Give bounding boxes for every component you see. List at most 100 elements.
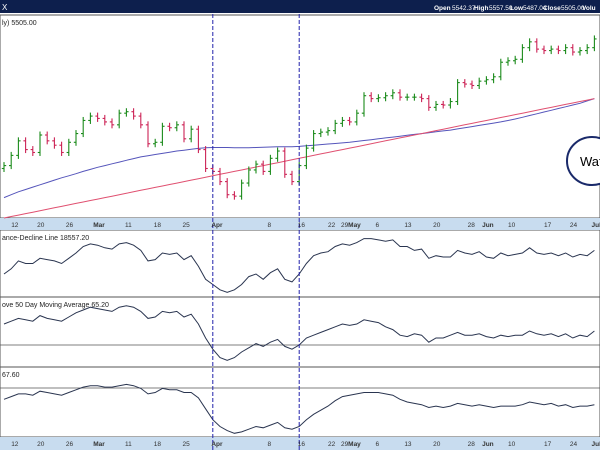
- ohlc-bar: [527, 38, 532, 52]
- ohlc-bar: [491, 73, 496, 84]
- ohlc-bar: [16, 137, 21, 159]
- ohlc-bar: [369, 92, 374, 103]
- date-tick-label-bottom: 20: [37, 441, 45, 448]
- ohlc-bar: [66, 138, 71, 156]
- ohlc-bar: [239, 179, 244, 200]
- ohlc-bar: [203, 146, 208, 172]
- ohlc-bar: [253, 160, 259, 174]
- close-value: 5505.00: [561, 5, 585, 12]
- price-panel-title: ly) 5505.00: [2, 20, 37, 27]
- header-ohlc: Open 5542.37 High 5557.50 Low 5487.04 Cl…: [434, 5, 596, 12]
- date-tick-label-bottom: Apr: [211, 441, 223, 448]
- rsi-line: [3, 383, 595, 434]
- ohlc-bar: [556, 45, 561, 55]
- date-tick-label-bottom: 16: [298, 441, 306, 448]
- ohlc-bar: [138, 112, 143, 129]
- ohlc-bar: [282, 147, 287, 178]
- ohlc-bar: [30, 146, 35, 156]
- ohlc-bar: [477, 77, 482, 90]
- date-tick-label-bottom: May: [348, 441, 361, 448]
- rsi-panel-frame: [0, 366, 600, 438]
- ohlc-bar: [520, 44, 525, 63]
- date-tick-label-top: 24: [570, 222, 578, 229]
- date-tick-label-bottom: 11: [125, 441, 132, 448]
- date-tick-label-bottom: 8: [268, 441, 272, 448]
- ohlc-bar: [289, 170, 295, 186]
- date-tick-label-bottom: 24: [570, 441, 578, 448]
- ohlc-bar: [563, 44, 568, 55]
- ohlc-bar: [45, 131, 50, 145]
- date-tick-label-top: 29: [341, 222, 349, 229]
- ohlc-bar: [549, 45, 554, 55]
- date-tick-label-bottom: Jul: [592, 441, 600, 448]
- ohlc-bar: [37, 131, 43, 156]
- ohlc-bar: [318, 128, 323, 138]
- ohlc-bar: [361, 92, 367, 117]
- ohlc-bar: [261, 160, 266, 175]
- open-label: Open: [434, 5, 451, 12]
- date-tick-label-top: 11: [125, 222, 132, 229]
- ohlc-bar: [52, 137, 57, 149]
- ohlc-bar: [397, 89, 403, 101]
- ohlc-bar: [95, 112, 100, 122]
- ohlc-bar: [153, 138, 158, 148]
- date-tick-label-bottom: Jun: [482, 441, 494, 448]
- ohlc-bar: [9, 151, 14, 170]
- ohlc-bar: [340, 116, 345, 127]
- ohlc-bar: [102, 114, 107, 126]
- ohlc-bar: [124, 108, 129, 117]
- low-value: 5487.04: [523, 5, 547, 12]
- ohlc-bar: [81, 116, 86, 138]
- ohlc-bar: [196, 125, 201, 154]
- date-tick-label-top: 25: [183, 222, 191, 229]
- volume-label: Volu: [582, 5, 596, 12]
- ohlc-bar: [498, 58, 503, 81]
- ohlc-bar: [419, 93, 424, 103]
- ohlc-bar: [246, 166, 251, 187]
- ohlc-bar: [412, 93, 417, 101]
- ohlc-bar: [376, 94, 381, 103]
- ohlc-bar: [23, 137, 28, 154]
- high-label: High: [474, 5, 488, 12]
- date-tick-label-top: May: [348, 222, 361, 229]
- date-tick-label-top: 20: [37, 222, 45, 229]
- date-tick-label-bottom: 20: [433, 441, 441, 448]
- date-tick-label-top: 18: [154, 222, 162, 229]
- ohlc-bar: [225, 178, 230, 199]
- low-label: Low: [510, 5, 524, 12]
- ohlc-bar: [592, 35, 597, 52]
- ohlc-bar: [59, 141, 64, 156]
- ohlc-bar: [145, 121, 151, 148]
- date-tick-label-bottom: Mar: [93, 441, 105, 448]
- ohlc-bar: [167, 122, 172, 132]
- ohlc-bar: [541, 45, 547, 55]
- ohlc-bar: [383, 92, 388, 102]
- date-tick-label-bottom: 22: [328, 441, 336, 448]
- ohlc-bar: [117, 109, 122, 129]
- date-tick-label-bottom: 29: [341, 441, 349, 448]
- date-tick-label-bottom: 18: [154, 441, 162, 448]
- ohlc-bar: [73, 130, 79, 146]
- ohlc-bar: [160, 122, 165, 146]
- date-tick-label-top: 22: [328, 222, 336, 229]
- ohlc-bar: [333, 119, 338, 135]
- ohlc-bar: [577, 47, 583, 56]
- date-tick-label-top: Mar: [93, 222, 105, 229]
- watermark-badge: [566, 136, 600, 186]
- date-tick-label-bottom: 25: [183, 441, 191, 448]
- date-tick-label-top: Apr: [211, 222, 223, 229]
- ohlc-bar: [181, 121, 187, 143]
- date-tick-label-top: 12: [11, 222, 19, 229]
- ohlc-bar: [131, 108, 136, 120]
- date-tick-label-bottom: 17: [544, 441, 552, 448]
- watermark-text: Wat: [580, 154, 600, 169]
- date-tick-label-top: 28: [468, 222, 476, 229]
- ohlc-bar: [347, 116, 352, 126]
- ohlc-bar: [232, 191, 237, 200]
- ohlc-bar: [217, 167, 223, 186]
- ohlc-bar: [405, 93, 410, 101]
- date-tick-label-top: 13: [404, 222, 412, 229]
- header-bar: [0, 0, 600, 13]
